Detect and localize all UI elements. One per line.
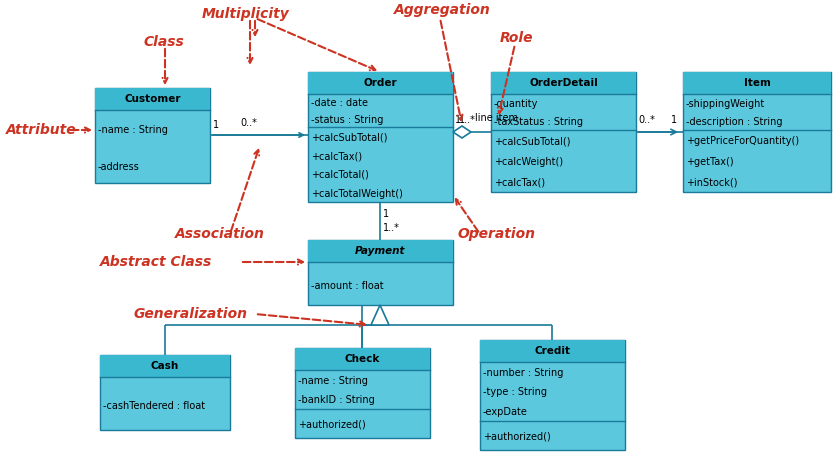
Bar [295, 348, 430, 438]
Text: +authorized(): +authorized() [483, 432, 551, 442]
Bar [100, 355, 230, 430]
Text: Class: Class [143, 35, 184, 49]
Bar [95, 88, 210, 183]
Text: -name : String: -name : String [98, 125, 168, 135]
Bar [308, 72, 453, 94]
Text: Abstract Class: Abstract Class [100, 255, 212, 269]
Bar [100, 355, 230, 377]
Text: Cash: Cash [150, 361, 179, 371]
Text: 1..*: 1..* [459, 115, 476, 125]
Text: -bankID : String: -bankID : String [298, 395, 375, 405]
Text: 1..*: 1..* [383, 223, 400, 233]
Text: Association: Association [175, 227, 265, 241]
Text: Customer: Customer [125, 94, 181, 104]
Bar [683, 72, 831, 192]
Bar [480, 340, 625, 450]
Text: -description : String: -description : String [686, 117, 782, 127]
Text: +authorized(): +authorized() [298, 420, 366, 430]
Text: 1: 1 [213, 120, 219, 130]
Text: Payment: Payment [355, 246, 405, 256]
Bar [308, 240, 453, 262]
Text: 1: 1 [383, 209, 389, 219]
Bar [683, 72, 831, 94]
Text: Aggregation: Aggregation [394, 3, 491, 17]
Text: 0..*: 0..* [638, 115, 655, 125]
Text: +calcSubTotal(): +calcSubTotal() [311, 133, 388, 142]
Text: +calcTotal(): +calcTotal() [311, 170, 369, 180]
Polygon shape [453, 126, 471, 138]
Text: -shippingWeight: -shippingWeight [686, 99, 765, 109]
Text: -address: -address [98, 162, 140, 171]
Text: -status : String: -status : String [311, 115, 384, 125]
Text: Credit: Credit [534, 346, 570, 356]
Text: +getPriceForQuantity(): +getPriceForQuantity() [686, 136, 799, 146]
Text: +calcSubTotal(): +calcSubTotal() [494, 136, 570, 146]
Text: Operation: Operation [458, 227, 536, 241]
Bar [295, 348, 430, 370]
Text: Generalization: Generalization [133, 307, 247, 321]
Text: -number : String: -number : String [483, 368, 563, 378]
Text: Attribute: Attribute [6, 123, 77, 137]
Text: -cashTendered : float: -cashTendered : float [103, 401, 205, 411]
Text: Multiplicity: Multiplicity [202, 7, 290, 21]
Text: line item: line item [475, 113, 518, 123]
Text: +calcTax(): +calcTax() [311, 151, 362, 161]
Text: +calcTax(): +calcTax() [494, 177, 545, 188]
Text: Check: Check [344, 354, 380, 364]
Bar [308, 240, 453, 305]
Text: Role: Role [500, 31, 533, 45]
Text: -amount : float: -amount : float [311, 281, 384, 290]
Text: -quantity: -quantity [494, 99, 538, 109]
Text: OrderDetail: OrderDetail [529, 78, 598, 88]
Polygon shape [371, 305, 389, 325]
Bar [480, 340, 625, 362]
Text: -expDate: -expDate [483, 407, 528, 417]
Bar [491, 72, 636, 192]
Text: 1: 1 [671, 115, 677, 125]
Text: 0..*: 0..* [240, 118, 257, 128]
Bar [491, 72, 636, 94]
Text: +calcWeight(): +calcWeight() [494, 157, 563, 167]
Text: -date : date: -date : date [311, 98, 368, 108]
Text: Order: Order [364, 78, 397, 88]
Text: -type : String: -type : String [483, 387, 547, 397]
Text: +inStock(): +inStock() [686, 177, 737, 188]
Text: -name : String: -name : String [298, 375, 368, 386]
Text: 1: 1 [455, 115, 461, 125]
Text: +getTax(): +getTax() [686, 157, 734, 167]
Text: +calcTotalWeight(): +calcTotalWeight() [311, 189, 403, 198]
Text: -taxStatus : String: -taxStatus : String [494, 117, 583, 127]
Bar [308, 72, 453, 202]
Bar [95, 88, 210, 110]
Text: Item: Item [743, 78, 771, 88]
